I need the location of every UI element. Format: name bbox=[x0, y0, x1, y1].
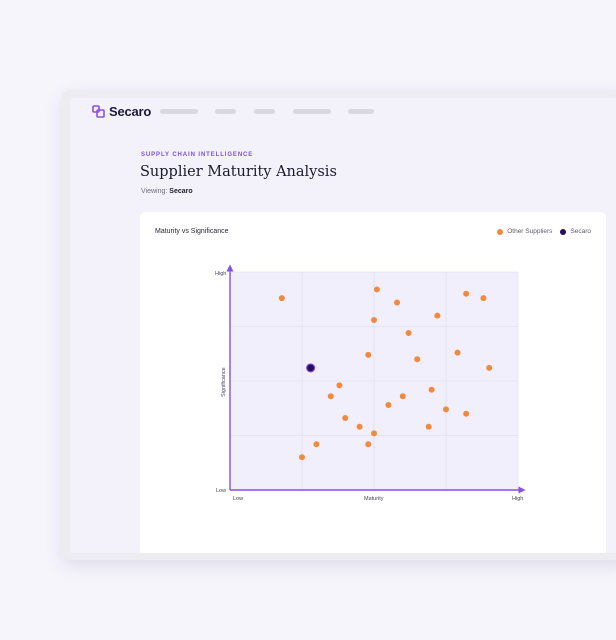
x-axis-label: Maturity bbox=[364, 496, 384, 502]
supplier-point bbox=[434, 312, 441, 319]
nav-item-5[interactable] bbox=[348, 109, 374, 114]
supplier-point bbox=[327, 393, 334, 400]
app-content: Secaro SUPPLY CHAIN INTELLIGENCE Supplie… bbox=[70, 98, 616, 553]
supplier-point bbox=[278, 295, 285, 302]
nav-item-1[interactable] bbox=[160, 109, 198, 114]
legend-swatch-other bbox=[497, 228, 504, 235]
chart-card: Maturity vs Significance Other Suppliers… bbox=[140, 212, 606, 553]
plot-axes bbox=[226, 264, 526, 494]
app-window: Secaro SUPPLY CHAIN INTELLIGENCE Supplie… bbox=[62, 90, 616, 560]
scatter-plot: Low High High Low Maturity Significance bbox=[215, 264, 526, 502]
supplier-point bbox=[365, 441, 372, 448]
brand-name: Secaro bbox=[109, 104, 152, 119]
viewing-value: Secaro bbox=[169, 188, 193, 195]
supplier-point bbox=[405, 330, 412, 337]
page-title: Supplier Maturity Analysis bbox=[140, 164, 337, 180]
supplier-point bbox=[463, 290, 470, 297]
supplier-point bbox=[480, 295, 487, 302]
nav-item-4[interactable] bbox=[293, 109, 331, 114]
y-axis-label: Significance bbox=[221, 367, 227, 397]
chart-title: Maturity vs Significance bbox=[155, 228, 229, 235]
supplier-point bbox=[373, 286, 380, 293]
y-tick-label-high: High bbox=[215, 271, 226, 277]
viewing-prefix: Viewing: bbox=[141, 188, 168, 195]
supplier-point bbox=[394, 299, 401, 306]
supplier-point bbox=[428, 386, 435, 393]
supplier-point bbox=[336, 382, 343, 389]
nav-item-3[interactable] bbox=[254, 109, 275, 114]
viewing-label: Viewing: Secaro bbox=[141, 188, 193, 195]
supplier-point bbox=[356, 423, 363, 430]
supplier-point bbox=[371, 430, 377, 437]
supplier-point bbox=[365, 351, 372, 358]
nav-item-2[interactable] bbox=[215, 109, 236, 114]
supplier-point bbox=[486, 364, 493, 371]
supplier-point bbox=[385, 401, 392, 408]
section-eyebrow: SUPPLY CHAIN INTELLIGENCE bbox=[141, 152, 254, 158]
supplier-point bbox=[425, 423, 432, 430]
plot-labels: Low High High Low Maturity Significance bbox=[215, 271, 523, 502]
supplier-point bbox=[454, 349, 461, 356]
supplier-point bbox=[371, 316, 377, 323]
legend-item-other-suppliers[interactable]: Other Suppliers bbox=[497, 228, 552, 235]
supplier-point bbox=[299, 454, 305, 461]
x-tick-label-high: High bbox=[512, 496, 523, 502]
brand-logo[interactable]: Secaro bbox=[92, 104, 151, 119]
legend-label-secaro: Secaro bbox=[570, 228, 591, 235]
y-tick-label-low: Low bbox=[216, 488, 226, 494]
supplier-point bbox=[414, 356, 421, 363]
legend-swatch-secaro bbox=[560, 228, 567, 235]
supplier-point bbox=[443, 406, 449, 413]
legend-item-secaro[interactable]: Secaro bbox=[560, 228, 591, 235]
x-tick-label-low: Low bbox=[233, 496, 243, 502]
supplier-point bbox=[399, 393, 406, 400]
legend-label-other: Other Suppliers bbox=[507, 228, 553, 235]
chart-legend: Other Suppliers Secaro bbox=[489, 228, 591, 235]
supplier-point bbox=[342, 415, 349, 422]
top-nav: Secaro bbox=[70, 98, 616, 126]
supplier-point bbox=[313, 441, 320, 448]
secaro-point bbox=[306, 363, 316, 373]
plot-points bbox=[278, 286, 493, 461]
secaro-logo-icon bbox=[92, 105, 105, 118]
supplier-point bbox=[463, 410, 470, 417]
